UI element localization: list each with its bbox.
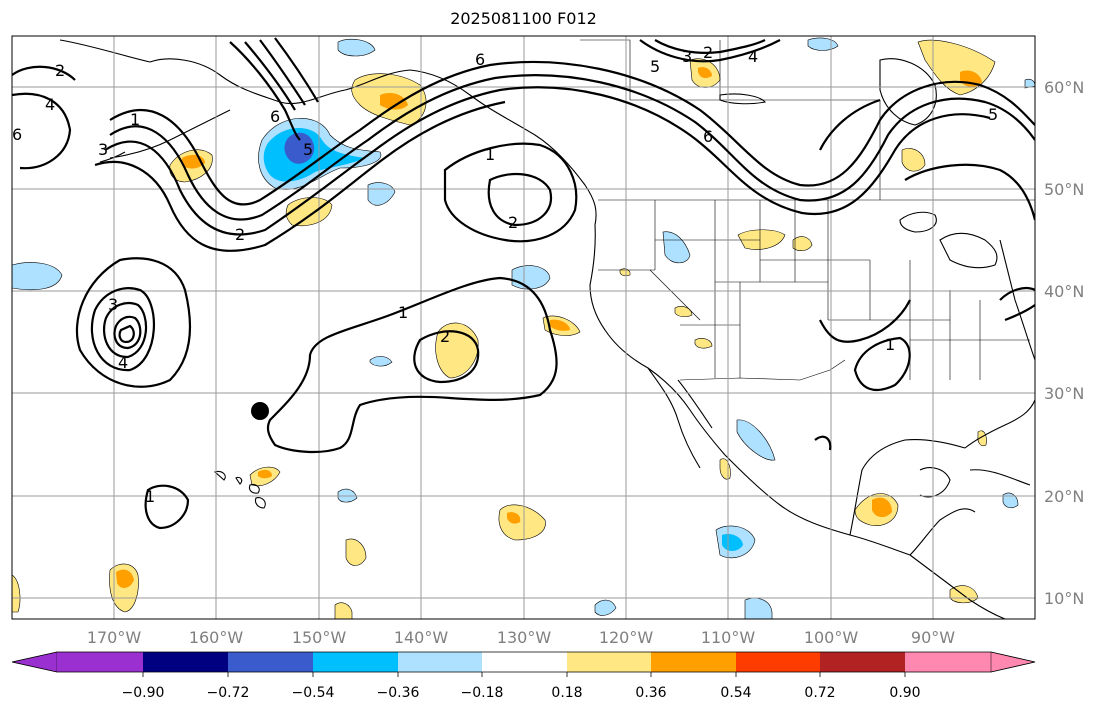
colorbar: −0.90 −0.72 −0.54 −0.36 −0.18 0.18 0.36 …	[11, 651, 1036, 701]
shaded-anomalies	[12, 37, 1035, 619]
colorbar-bin	[143, 652, 228, 672]
colorbar-bin	[228, 652, 313, 672]
contour-label: 4	[748, 47, 758, 66]
contour-label: 1	[485, 145, 495, 164]
contour-label: 4	[45, 95, 55, 114]
contour-label: 5	[650, 57, 660, 76]
lat-label: 60°N	[1044, 78, 1084, 97]
contour-label: 3	[98, 140, 108, 159]
contour-label: 1	[145, 487, 155, 506]
colorbar-bin	[57, 652, 143, 672]
contour-label: 2	[508, 213, 518, 232]
map-frame	[11, 35, 1036, 620]
lon-label: 110°W	[701, 628, 756, 647]
contour-label: 6	[475, 50, 485, 69]
contour-label: 2	[703, 43, 713, 62]
colorbar-bin	[567, 652, 651, 672]
positive-anomaly-subtropical	[435, 322, 479, 379]
lon-label: 150°W	[292, 628, 347, 647]
lat-label: 50°N	[1044, 180, 1084, 199]
colorbar-bin	[736, 652, 820, 672]
contour-label: 2	[440, 327, 450, 346]
lat-label: 20°N	[1044, 487, 1084, 506]
colorbar-min-arrow	[11, 651, 58, 673]
colorbar-tick-label: 0.36	[635, 685, 666, 701]
colorbar-bin	[482, 652, 567, 672]
contour-label: 6	[270, 107, 280, 126]
contour-label: 5	[303, 140, 313, 159]
colorbar-tick-label: 0.18	[551, 685, 582, 701]
lon-label: 140°W	[394, 628, 449, 647]
contour-label: 6	[12, 125, 22, 144]
colorbar-tick-label: 0.54	[720, 685, 751, 701]
colorbar-tick-label: −0.18	[461, 685, 504, 701]
lat-label: 40°N	[1044, 282, 1084, 301]
lat-label: 10°N	[1044, 589, 1084, 608]
colorbar-outline	[11, 651, 1036, 673]
colorbar-tick-label: −0.72	[207, 685, 250, 701]
location-marker	[251, 402, 269, 420]
latitude-labels: 60°N 50°N 40°N 30°N 20°N 10°N	[1044, 78, 1084, 608]
political-borders	[580, 39, 1035, 381]
colorbar-tick-label: −0.90	[122, 685, 165, 701]
colorbar-bin	[905, 652, 991, 672]
contour-label: 3	[108, 295, 118, 314]
contour-label: 1	[885, 335, 895, 354]
lon-label: 120°W	[599, 628, 654, 647]
colorbar-tick-label: −0.54	[292, 685, 335, 701]
contour-labels: 2 4 3 6 1 2 3 4 6 5 6 2 1 2 1 3 4 5 5 2	[12, 43, 998, 506]
colorbar-bin	[313, 652, 398, 672]
lon-label: 170°W	[87, 628, 142, 647]
lon-label: 100°W	[804, 628, 859, 647]
longitude-labels: 170°W 160°W 150°W 140°W 130°W 120°W 110°…	[87, 628, 955, 647]
contour-label: 6	[703, 127, 713, 146]
contour-label: 1	[130, 110, 140, 129]
map-title: 2025081100 F012	[450, 9, 597, 28]
contour-label: 5	[988, 105, 998, 124]
colorbar-bin	[820, 652, 905, 672]
contour-label: 3	[682, 47, 692, 66]
lat-label: 30°N	[1044, 384, 1084, 403]
contour-label: 1	[398, 303, 408, 322]
contour-label: 2	[235, 225, 245, 244]
lon-label: 160°W	[189, 628, 244, 647]
colorbar-tick-label: −0.36	[377, 685, 420, 701]
colorbar-bin	[651, 652, 736, 672]
colorbar-bin	[398, 652, 482, 672]
colorbar-tick-label: 0.72	[804, 685, 835, 701]
lon-label: 130°W	[497, 628, 552, 647]
contour-label: 2	[55, 61, 65, 80]
negative-anomaly-gulf-alaska-core	[284, 132, 315, 164]
lon-label: 90°W	[911, 628, 955, 647]
contour-label: 4	[118, 353, 128, 372]
colorbar-tick-label: 0.90	[889, 685, 920, 701]
colorbar-max-arrow	[990, 651, 1036, 673]
contour-lines	[12, 37, 1035, 530]
